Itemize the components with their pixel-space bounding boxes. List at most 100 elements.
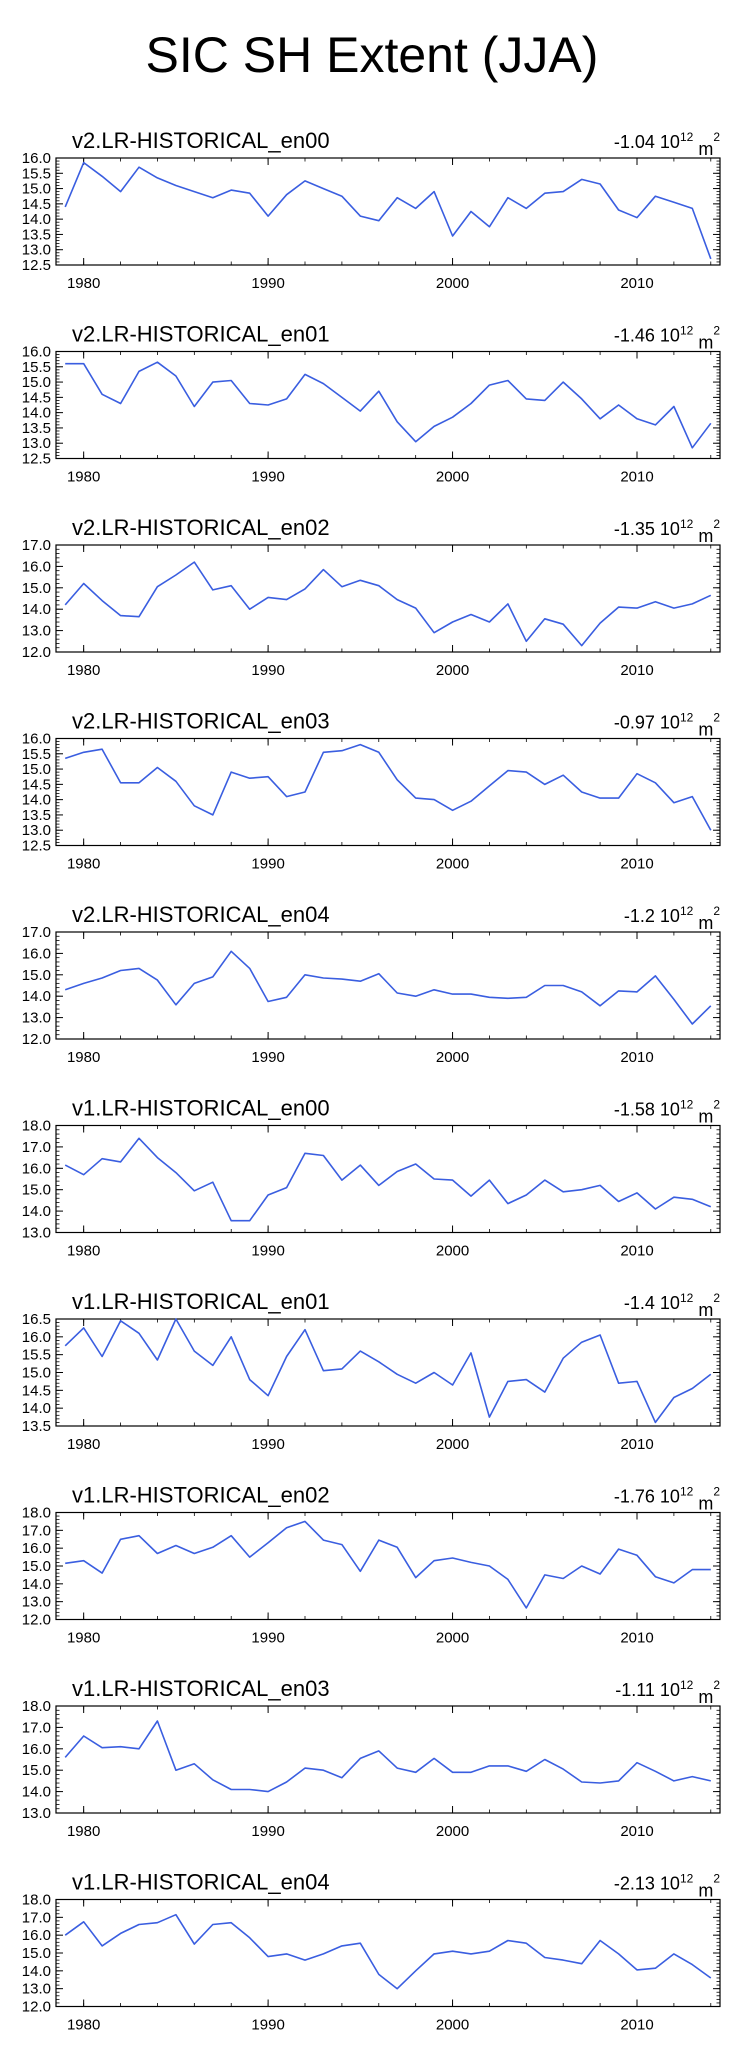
x-tick-label: 2010 <box>620 2017 653 2034</box>
panel-trend: -1.4 1012 m2 <box>624 1291 720 1320</box>
panel-trend: -2.13 1012 m2 <box>614 1872 720 1901</box>
y-tick-label: 13.0 <box>22 822 51 839</box>
panel-trend: -1.46 1012 m2 <box>614 324 720 353</box>
x-tick-label: 2000 <box>436 469 469 486</box>
y-tick-label: 14.0 <box>22 1400 51 1417</box>
x-tick-label: 2010 <box>620 275 653 292</box>
series-line <box>64 1913 712 1990</box>
trend-part: m <box>693 720 713 740</box>
trend-part: 12 <box>680 517 694 531</box>
plot-frame <box>55 737 721 847</box>
y-tick-label: 14.0 <box>22 211 51 228</box>
plot-frame <box>55 931 721 1040</box>
plot-frame <box>55 157 721 266</box>
x-tick-label: 2000 <box>436 856 469 873</box>
x-tick-label: 1980 <box>67 1436 100 1453</box>
series-line <box>64 1720 711 1793</box>
panel-8: v1.LR-HISTORICAL_en03 -1.11 1012 m2 13.0 14… <box>22 1676 721 1840</box>
plot-frame <box>55 1898 721 2008</box>
x-tick-label: 1990 <box>251 2017 284 2034</box>
y-tick-label: 12.0 <box>22 1031 51 1048</box>
plot-frame <box>55 1318 721 1427</box>
y-tick-label: 12.0 <box>22 1612 51 1629</box>
y-tick-label: 13.0 <box>22 1594 51 1611</box>
y-tick-label: 15.0 <box>22 1945 51 1962</box>
y-tick-label: 17.0 <box>22 1719 51 1736</box>
y-tick-label: 13.5 <box>22 420 51 437</box>
y-tick-label: 18.0 <box>22 1118 51 1135</box>
y-tick-label: 14.0 <box>22 1203 51 1220</box>
y-tick-label: 13.0 <box>22 1225 51 1242</box>
x-tick-label: 1990 <box>251 1243 284 1260</box>
x-tick-label: 2000 <box>436 1823 469 1840</box>
x-tick-label: 1980 <box>67 1823 100 1840</box>
y-tick-label: 13.0 <box>22 623 51 640</box>
x-tick-label: 1990 <box>251 1823 284 1840</box>
series-line <box>64 743 712 831</box>
panel-9: v1.LR-HISTORICAL_en04 -2.13 1012 m2 12.013… <box>22 1870 721 2034</box>
x-tick-label: 1990 <box>251 1436 284 1453</box>
trend-part: m <box>693 1687 713 1707</box>
figure-title: SIC SH Extent (JJA) <box>146 27 599 83</box>
y-tick-label: 14.0 <box>22 405 51 422</box>
trend-part: m <box>693 139 713 159</box>
y-tick-label: 12.5 <box>22 838 51 855</box>
y-tick-label: 13.0 <box>22 1981 51 1998</box>
panels: v2.LR-HISTORICAL_en00 -1.04 1012 m212.513… <box>22 128 721 2034</box>
trend-part: 12 <box>680 1872 694 1886</box>
x-tick-label: 2010 <box>620 1823 653 1840</box>
x-tick-label: 1980 <box>67 1243 100 1260</box>
trend-part: m <box>693 526 713 546</box>
x-tick-label: 1980 <box>67 1630 100 1647</box>
x-tick-label: 2000 <box>436 1630 469 1647</box>
panel-title: v1.LR-HISTORICAL_en03 <box>72 1676 330 1701</box>
y-tick-label: 14.5 <box>22 1382 51 1399</box>
panel-title: v2.LR-HISTORICAL_en01 <box>72 322 330 347</box>
x-tick-label: 1980 <box>67 2017 100 2034</box>
series-line <box>65 361 712 449</box>
panel-trend: -1.35 1012 m2 <box>614 517 720 546</box>
trend-part: 2 <box>713 130 720 144</box>
trend-part: -1.4 10 <box>624 1293 680 1313</box>
x-tick-label: 2000 <box>436 1243 469 1260</box>
y-tick-label: 14.5 <box>22 776 51 793</box>
y-tick-label: 12.5 <box>22 451 51 468</box>
panel-4: v2.LR-HISTORICAL_en04 -1.2 1012 m2 12.0 13.… <box>22 902 721 1066</box>
trend-part: 12 <box>680 904 694 918</box>
y-tick-label: 14.5 <box>22 389 51 406</box>
trend-part: -1.46 10 <box>614 326 680 346</box>
series-line <box>64 561 712 647</box>
y-tick-label: 17.0 <box>22 1909 51 1926</box>
series-line <box>64 161 712 260</box>
trend-part: m <box>693 1300 713 1320</box>
trend-part: 2 <box>713 1872 720 1886</box>
plot-frame <box>55 350 721 460</box>
x-tick-label: 1980 <box>67 1049 100 1066</box>
y-tick-label: 18.0 <box>22 1505 51 1522</box>
trend-part: m <box>693 1494 713 1514</box>
y-tick-label: 16.0 <box>22 344 51 361</box>
x-tick-label: 2010 <box>620 1436 653 1453</box>
panel-0: v2.LR-HISTORICAL_en00 -1.04 1012 m212.513… <box>22 128 721 292</box>
panel-title: v1.LR-HISTORICAL_en01 <box>72 1289 330 1314</box>
x-tick-label: 2010 <box>620 662 653 679</box>
y-tick-label: 15.0 <box>22 967 51 984</box>
x-tick-label: 2000 <box>436 1049 469 1066</box>
y-tick-label: 15.0 <box>22 1365 51 1382</box>
series-line <box>64 1318 712 1424</box>
x-tick-label: 1990 <box>251 469 284 486</box>
trend-part: m <box>693 1881 713 1901</box>
y-tick-label: 15.5 <box>22 359 51 376</box>
trend-part: 12 <box>680 1678 694 1692</box>
y-tick-label: 16.0 <box>22 1741 51 1758</box>
trend-part: -1.11 10 <box>615 1680 680 1700</box>
y-tick-label: 18.0 <box>22 1892 51 1909</box>
trend-part: 2 <box>713 1678 720 1692</box>
panel-title: v2.LR-HISTORICAL_en03 <box>72 709 330 734</box>
panel-title: v1.LR-HISTORICAL_en04 <box>72 1870 330 1895</box>
trend-part: 12 <box>680 711 694 725</box>
x-tick-label: 2010 <box>620 1049 653 1066</box>
panel-3: v2.LR-HISTORICAL_en03 -0.97 1012 m212.513… <box>22 709 721 873</box>
series-line <box>64 1137 712 1222</box>
panel-trend: -1.76 1012 m2 <box>614 1485 720 1514</box>
